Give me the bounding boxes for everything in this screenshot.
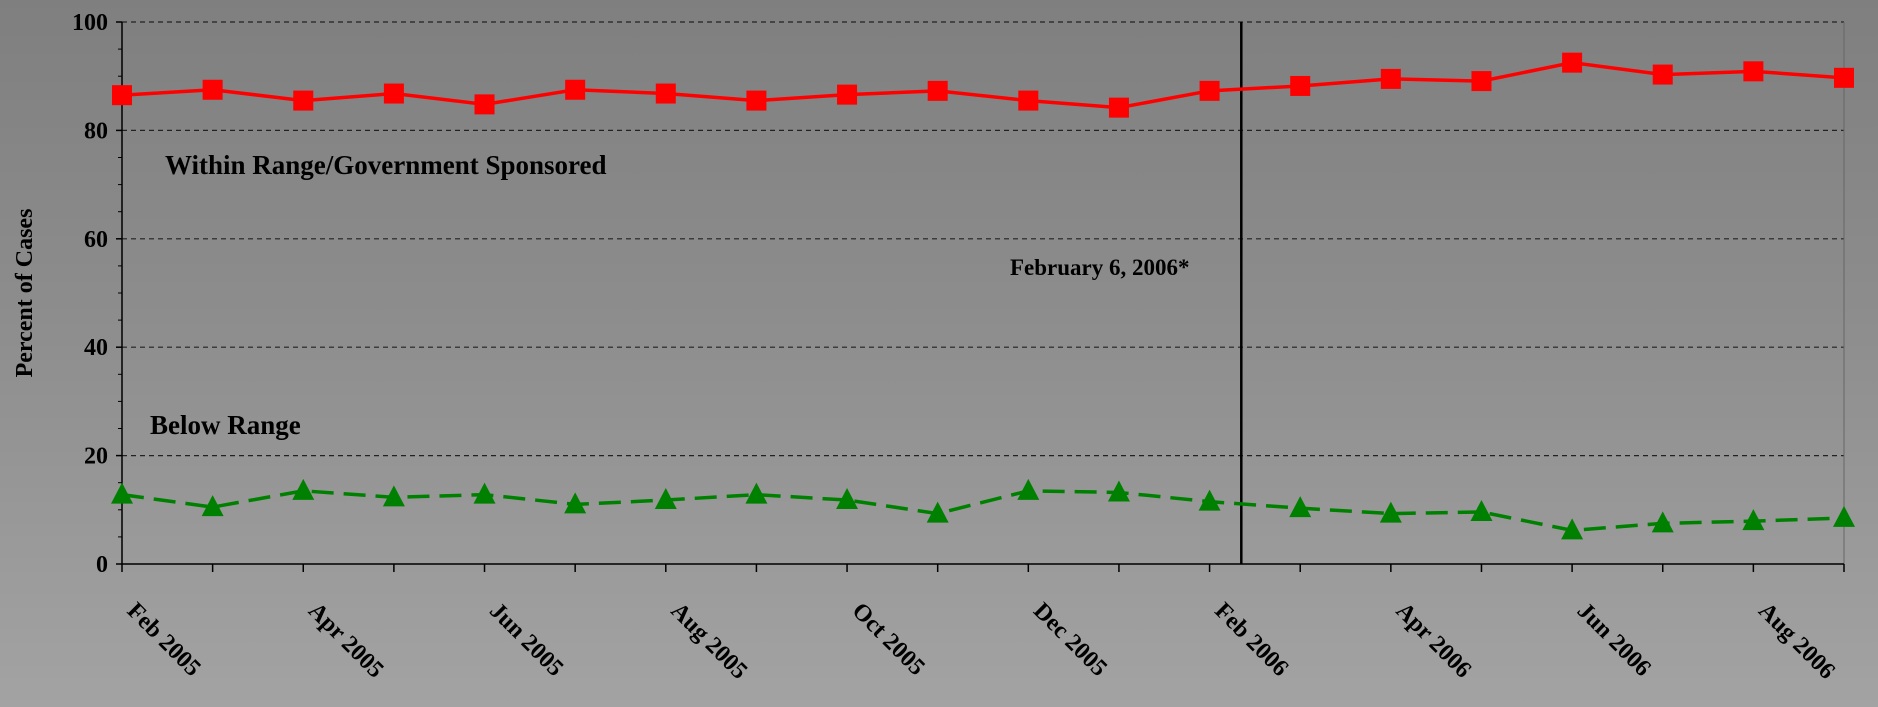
- series-0-point: [1290, 75, 1311, 96]
- x-tick-label: Jun 2005: [484, 598, 568, 682]
- y-tick-label-0: 0: [96, 552, 108, 578]
- series-1-point: [1289, 496, 1312, 518]
- series-0-point: [1018, 90, 1039, 111]
- series-0-point: [1108, 97, 1129, 118]
- annotation-reference-date: February 6, 2006*: [1010, 255, 1190, 280]
- annotation-within-range: Within Range/Government Sponsored: [165, 150, 607, 180]
- x-tick-label: Feb 2006: [1209, 598, 1293, 682]
- x-tick-label: Feb 2005: [122, 598, 206, 682]
- series-0-point: [1199, 80, 1220, 101]
- series-1-point: [1470, 499, 1493, 521]
- series-0-point: [383, 83, 404, 104]
- series-1-point: [1107, 480, 1130, 502]
- series-0-point: [112, 85, 132, 106]
- series-0-point: [1562, 52, 1583, 73]
- series-0-point: [1652, 64, 1673, 85]
- axes: [121, 22, 1844, 565]
- series-1-point: [1833, 505, 1855, 527]
- series-1-point: [292, 478, 315, 500]
- series-0-point: [1743, 61, 1764, 82]
- y-tick-label-60: 60: [84, 227, 108, 253]
- series-0-point: [837, 84, 858, 105]
- x-tick-label: Dec 2005: [1028, 598, 1112, 682]
- series-1-line: [121, 489, 1845, 533]
- series-0-point: [655, 83, 676, 104]
- x-tick-label: Jun 2006: [1572, 598, 1656, 682]
- y-tick-label-100: 100: [72, 10, 108, 36]
- x-tick-label: Apr 2006: [1391, 598, 1476, 683]
- series-1-point: [382, 485, 405, 507]
- series-1-point: [1561, 518, 1584, 540]
- y-tick-label-20: 20: [84, 444, 108, 470]
- series-1-point: [1017, 478, 1040, 500]
- x-tick-label: Oct 2005: [847, 598, 930, 681]
- y-tick-label-80: 80: [84, 118, 108, 144]
- x-tick-label: Aug 2006: [1753, 598, 1840, 685]
- series-1-point: [1379, 501, 1402, 523]
- x-tick-label: Apr 2005: [303, 598, 388, 683]
- series-1-point: [1651, 511, 1674, 533]
- plot-area: [122, 22, 1844, 564]
- series-1-point: [111, 482, 133, 504]
- series-1-point: [745, 482, 768, 504]
- series-1-point: [1742, 509, 1765, 531]
- series-0-point: [202, 79, 223, 100]
- series-1-point: [201, 495, 224, 517]
- series-0-point: [474, 94, 495, 115]
- series-1-point: [836, 488, 859, 510]
- series-0-point: [746, 90, 767, 111]
- series-0-point: [565, 79, 586, 100]
- x-tick-label: Aug 2005: [666, 598, 753, 685]
- series-1-point: [1198, 489, 1221, 511]
- annotation-below-range: Below Range: [150, 410, 301, 440]
- y-axis-ticks: 0 20 40 60 80 100: [72, 10, 122, 578]
- series-1-point: [564, 492, 587, 514]
- series-1-point: [926, 501, 949, 523]
- series-0-line: [121, 60, 1845, 110]
- series-group: [111, 52, 1855, 540]
- x-axis-ticks: Feb 2005 Apr 2005 Jun 2005 Aug 2005 Oct 2005…: [121, 564, 1845, 685]
- series-1-point: [654, 488, 677, 510]
- y-axis-title: Percent of Cases: [12, 209, 38, 378]
- series-0-point: [1471, 71, 1492, 92]
- series-0-point: [293, 90, 314, 111]
- series-0-point: [1380, 68, 1401, 89]
- series-1-point: [473, 482, 496, 504]
- series-0-point: [927, 80, 948, 101]
- gridlines: [122, 21, 1845, 564]
- series-0-point: [1834, 67, 1854, 88]
- y-tick-label-40: 40: [84, 335, 108, 361]
